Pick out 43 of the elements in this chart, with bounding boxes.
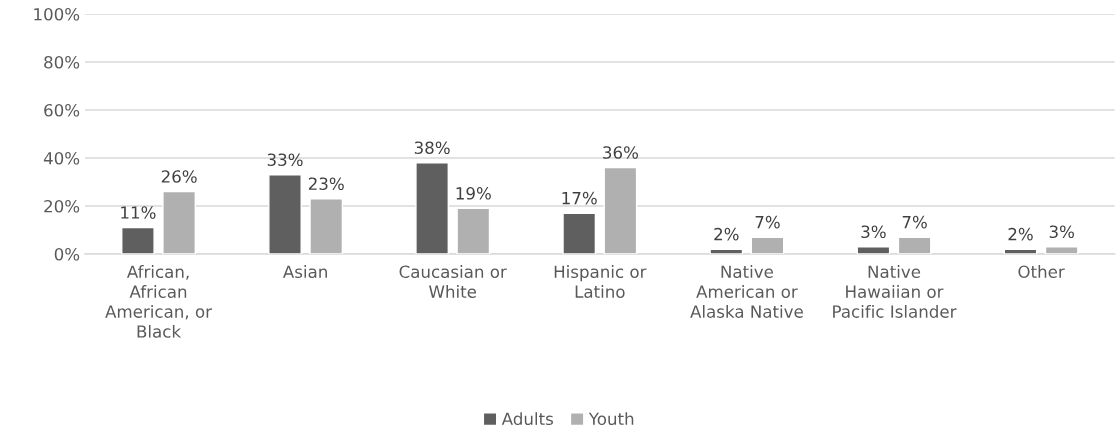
data-label: 7% [902,215,927,229]
bar [309,198,344,255]
bar [897,236,932,255]
data-label: 19% [456,187,491,200]
data-label: 3% [1049,225,1074,239]
y-tick-label: 100% [34,7,80,21]
y-tick-label: 60% [44,103,80,117]
bar [1003,248,1038,255]
bar [162,190,196,255]
bar [1044,246,1079,255]
data-label: 7% [755,215,780,229]
data-label: 33% [267,153,303,167]
legend-label: Adults [501,412,553,426]
bar [856,246,891,255]
bar [415,162,449,255]
x-tick-label: Native American or Alaska Native [690,265,803,318]
x-tick-label: Native Hawaiian or Pacific Islander [833,265,957,318]
y-tick-label: 20% [44,199,80,213]
data-label: 11% [121,206,156,219]
y-tick-label: 0% [54,247,80,261]
data-label: 3% [861,225,886,239]
y-tick-label: 40% [43,151,80,165]
legend-label: Youth [588,412,634,426]
x-tick-label: Caucasian or White [399,265,507,298]
data-label: 36% [603,146,638,159]
bar [709,248,744,255]
x-tick-label: African, African American, or Black [105,265,212,338]
bar [562,212,597,255]
bar [456,207,491,255]
data-label: 2% [714,227,739,241]
bar [268,174,302,255]
data-label: 2% [1008,227,1033,241]
x-tick-label: Other [1018,265,1065,279]
bar [603,166,638,255]
y-tick-label: 80% [44,55,80,69]
x-tick-label: Asian [283,265,327,279]
x-tick-label: Hispanic or Latino [554,265,647,298]
data-label: 38% [414,141,450,155]
bar [121,226,155,255]
data-label: 26% [161,170,197,183]
bar [750,236,785,255]
data-label: 23% [308,177,344,191]
data-label: 17% [562,191,597,205]
